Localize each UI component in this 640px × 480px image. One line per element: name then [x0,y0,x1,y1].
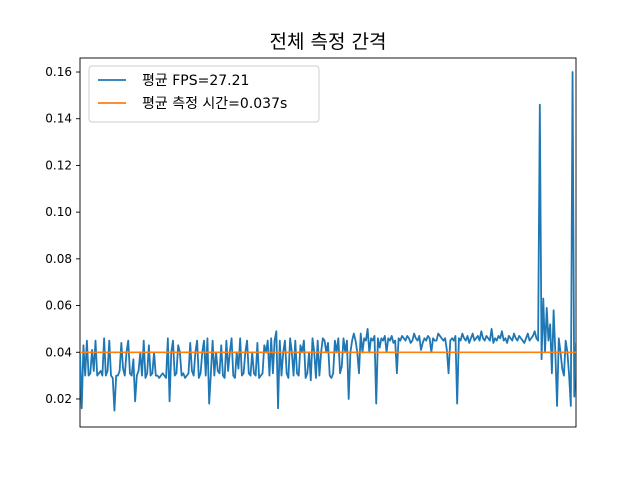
legend-box [88,65,320,123]
series-layer [80,71,576,412]
legend: 평균 FPS=27.21 평균 측정 시간=0.037s [88,65,320,123]
y-tick-label: 0.14 [45,112,72,126]
y-tick-label: 0.04 [45,345,72,359]
y-tick-label: 0.12 [45,158,72,172]
chart-title: 전체 측정 간격 [270,31,387,53]
y-tick-label: 0.16 [45,65,72,79]
y-axis: 0.02 0.04 0.06 0.08 0.10 0.12 0.14 0.16 [45,65,80,406]
legend-label-fps: 평균 FPS=27.21 [142,73,249,89]
series-line-fps [80,71,576,412]
y-tick-label: 0.02 [45,392,72,406]
y-tick-label: 0.08 [45,252,72,266]
legend-label-measure-time: 평균 측정 시간=0.037s [142,96,287,112]
y-tick-label: 0.10 [45,205,72,219]
y-tick-label: 0.06 [45,299,72,313]
